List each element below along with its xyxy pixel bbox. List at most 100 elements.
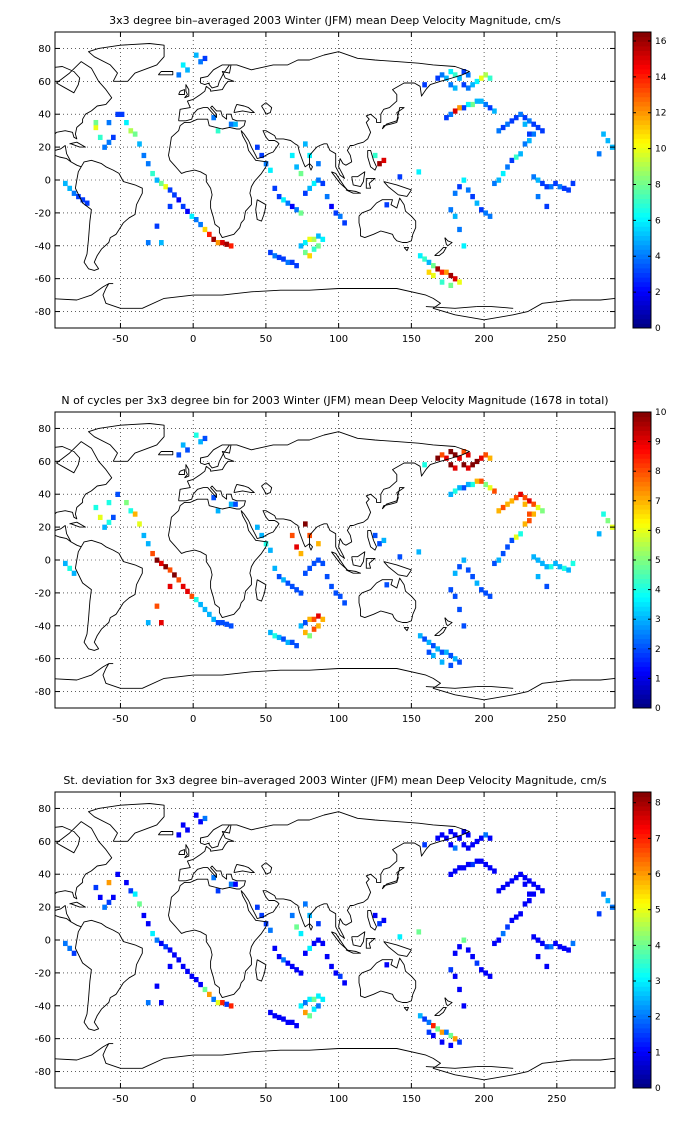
bin-cell [522, 521, 528, 527]
bin-cell [487, 485, 493, 491]
bin-cell [307, 633, 313, 639]
colorbar-segment [633, 898, 651, 904]
colorbar-segment [633, 124, 651, 130]
bin-cell [128, 888, 134, 894]
y-tick-label: -60 [35, 274, 51, 285]
bin-cell [298, 590, 304, 596]
y-tick-label: -80 [35, 1067, 51, 1078]
bin-cell [185, 827, 190, 833]
bin-cell [518, 111, 523, 117]
coastline [0, 832, 14, 862]
bin-cell [276, 573, 282, 580]
colorbar-segment [633, 824, 651, 830]
coastline [476, 1066, 514, 1069]
bin-cell [320, 996, 326, 1002]
coastline [403, 246, 409, 252]
coastlines [0, 803, 615, 1081]
bin-cell [307, 945, 313, 951]
bin-cell [228, 623, 234, 629]
y-tick-label: -20 [35, 968, 51, 979]
bin-cell [457, 279, 462, 285]
bin-cell [452, 108, 458, 114]
y-tick-label: 20 [38, 903, 51, 914]
colorbar-tick-label: 6 [655, 870, 661, 880]
bin-cell [84, 200, 90, 206]
colorbar-segment [633, 309, 651, 315]
bin-cell [189, 213, 195, 219]
bin-cell [513, 914, 519, 920]
bin-cell [566, 947, 571, 953]
x-tick-label: -50 [112, 1094, 128, 1105]
bin-cell [444, 835, 449, 841]
bin-cell [509, 498, 515, 504]
bin-cell [461, 243, 467, 249]
coastline [55, 534, 72, 543]
coastline [55, 914, 72, 923]
colorbar-segment [633, 675, 651, 681]
bin-cell [483, 72, 489, 78]
colorbar-segment [633, 481, 651, 487]
colorbar-segment [633, 875, 651, 881]
bin-cell [67, 185, 73, 191]
bin-cell [448, 662, 454, 669]
bin-cell [566, 187, 571, 193]
bin-cell [281, 1016, 286, 1022]
bin-cell [207, 231, 212, 238]
bin-cell [522, 881, 528, 887]
bin-cell [461, 623, 467, 629]
bin-cell [452, 570, 458, 576]
bin-cell [372, 912, 378, 919]
colorbar-segment [633, 666, 651, 672]
colorbar-tick-label: 16 [655, 37, 667, 47]
bin-cell [316, 557, 321, 563]
bin-cell [298, 550, 304, 557]
colorbar-segment [633, 73, 651, 79]
bin-cell [316, 993, 321, 999]
bin-cell [307, 996, 313, 1002]
bin-cell [202, 55, 208, 62]
bin-cell [316, 177, 321, 183]
bin-cell [509, 157, 515, 164]
bin-cell [180, 583, 186, 590]
colorbar-segment [633, 240, 651, 246]
coastline [309, 163, 313, 171]
coastline [255, 199, 267, 222]
colorbar-segment [633, 221, 651, 227]
bin-cell [457, 105, 462, 111]
bin-cell [548, 564, 554, 570]
bin-cell [224, 621, 230, 627]
bin-cell [492, 560, 497, 567]
bin-cell [115, 871, 121, 877]
colorbar-segment [633, 829, 651, 835]
bin-cell [535, 124, 541, 131]
bin-cell [189, 973, 195, 979]
bin-cell [311, 246, 317, 252]
coastline [383, 941, 412, 957]
colorbar-segment [633, 55, 651, 61]
map-panel-1: 3x3 degree bin–averaged 2003 Winter (JFM… [35, 14, 667, 345]
bin-cell [500, 504, 506, 511]
bin-cell [342, 980, 347, 986]
bin-cell [67, 945, 73, 951]
bin-cell [337, 593, 343, 599]
bin-cell [145, 161, 151, 167]
bin-cell [272, 253, 278, 259]
bin-cell [527, 138, 532, 144]
bin-cell [329, 203, 334, 210]
bin-cell [281, 636, 286, 642]
bin-cell [289, 532, 295, 539]
bin-cell [540, 560, 545, 567]
bin-cell [303, 901, 308, 907]
bin-cell [474, 200, 480, 206]
bin-cell [228, 881, 234, 887]
coastline [381, 487, 405, 510]
bin-cell [601, 891, 606, 897]
bin-cell [544, 203, 550, 210]
bin-cell [307, 236, 313, 242]
bin-cell [422, 1016, 427, 1022]
colorbar-segment [633, 949, 651, 955]
bin-cell [465, 465, 471, 471]
colorbar-segment [633, 703, 651, 709]
colorbar-segment [633, 940, 651, 946]
bin-cell [605, 898, 611, 904]
